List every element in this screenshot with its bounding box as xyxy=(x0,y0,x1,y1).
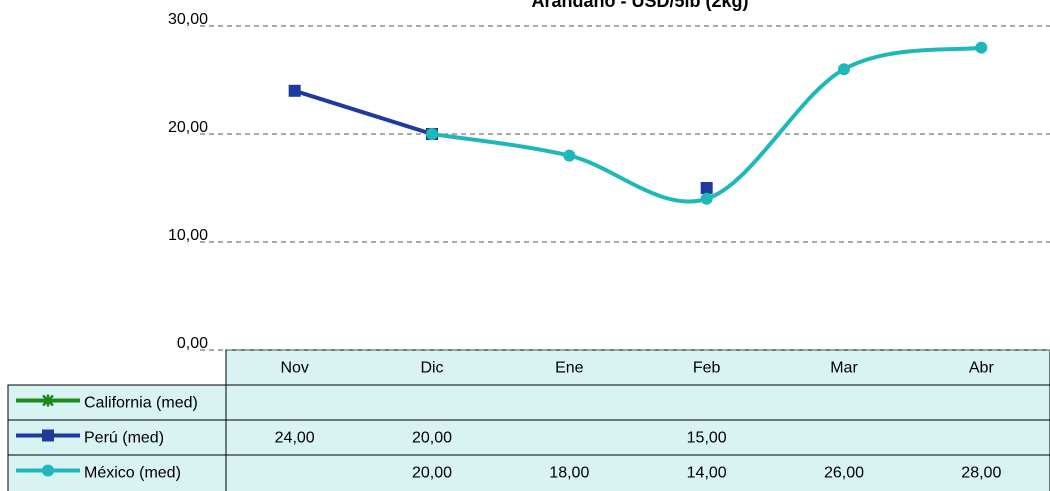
x-tick-label: Abr xyxy=(969,360,995,377)
legend-marker xyxy=(42,464,54,477)
table-header xyxy=(225,349,1050,386)
x-tick-label: Nov xyxy=(280,360,308,377)
legend-marker xyxy=(42,429,54,442)
data-label: 20,00 xyxy=(412,465,452,482)
series-line xyxy=(431,45,982,204)
x-tick-label: Feb xyxy=(693,360,721,377)
table-body xyxy=(7,384,1050,491)
x-tick-label: Dic xyxy=(420,360,443,377)
x-tick-label: Mar xyxy=(830,360,858,377)
legend-label: México (med) xyxy=(84,465,181,482)
point xyxy=(700,192,713,205)
legend-label: Perú (med) xyxy=(84,430,164,447)
point xyxy=(426,128,438,140)
series-line xyxy=(294,88,433,136)
legend-marker xyxy=(42,394,54,407)
data-label: 20,00 xyxy=(412,430,452,447)
chart-title: Arandano - USD/5lb (2kg) xyxy=(531,0,748,11)
legend-label: California (med) xyxy=(84,395,198,412)
y-tick-label: 10,00 xyxy=(168,227,208,244)
data-label: 14,00 xyxy=(687,465,727,482)
point xyxy=(975,41,988,54)
point xyxy=(288,84,301,97)
data-label: 26,00 xyxy=(824,465,864,482)
x-tick-label: Ene xyxy=(555,360,584,377)
data-label: 15,00 xyxy=(687,430,727,447)
point xyxy=(838,63,850,76)
data-label: 18,00 xyxy=(549,465,589,482)
point xyxy=(700,182,713,194)
data-label: 28,00 xyxy=(961,465,1001,482)
data-label: 24,00 xyxy=(275,430,315,447)
y-tick-label: 30,00 xyxy=(168,11,208,28)
y-tick-label: 20,00 xyxy=(168,119,208,136)
y-tick-label: 0,00 xyxy=(177,335,208,352)
point xyxy=(563,149,576,162)
